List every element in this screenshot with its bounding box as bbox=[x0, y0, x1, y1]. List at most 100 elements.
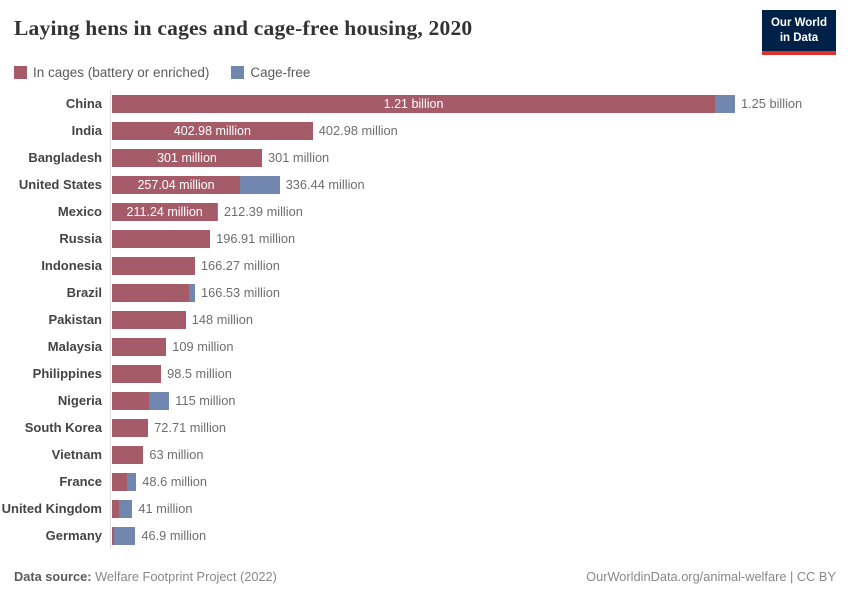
bar-track: 148 million bbox=[110, 306, 850, 333]
bar-total-label: 301 million bbox=[268, 150, 330, 165]
bar-track: 115 million bbox=[110, 387, 850, 414]
legend: In cages (battery or enriched) Cage-free bbox=[14, 65, 310, 80]
country-label[interactable]: Bangladesh bbox=[28, 150, 102, 165]
data-source-value: Welfare Footprint Project (2022) bbox=[91, 569, 277, 584]
cage-free-bar-segment[interactable] bbox=[715, 94, 735, 113]
bar-row: India 402.98 million 402.98 million bbox=[0, 117, 850, 144]
cages-bar-segment[interactable]: 402.98 million bbox=[112, 121, 313, 140]
bar-row: Russia 196.91 million bbox=[0, 225, 850, 252]
bar-row: Bangladesh 301 million 301 million bbox=[0, 144, 850, 171]
country-label[interactable]: Indonesia bbox=[41, 258, 102, 273]
cages-bar-segment[interactable] bbox=[112, 472, 127, 491]
credit-link[interactable]: OurWorldinData.org/animal-welfare | CC B… bbox=[586, 569, 836, 584]
country-label[interactable]: South Korea bbox=[24, 420, 102, 435]
owid-logo-line2: in Data bbox=[779, 31, 819, 44]
bar-total-label: 72.71 million bbox=[154, 420, 227, 435]
owid-logo[interactable]: Our World in Data bbox=[761, 10, 836, 55]
bar-track: 98.5 million bbox=[110, 360, 850, 387]
chart-title: Laying hens in cages and cage-free housi… bbox=[14, 16, 473, 40]
bar-row: Pakistan 148 million bbox=[0, 306, 850, 333]
bar-track: 72.71 million bbox=[110, 414, 850, 441]
bar-track: 301 million 301 million bbox=[110, 144, 850, 171]
cage-free-bar-segment[interactable] bbox=[217, 202, 218, 221]
cages-bar-segment[interactable] bbox=[112, 445, 144, 464]
bar-track: 166.27 million bbox=[110, 252, 850, 279]
bar-value-inside: 257.04 million bbox=[137, 177, 215, 192]
cage-free-bar-segment[interactable] bbox=[118, 499, 133, 518]
cages-bar-segment[interactable] bbox=[112, 499, 119, 518]
bar-total-label: 41 million bbox=[138, 501, 193, 516]
country-label[interactable]: Pakistan bbox=[48, 312, 102, 327]
bar-row: France 48.6 million bbox=[0, 468, 850, 495]
bar-row: Vietnam 63 million bbox=[0, 441, 850, 468]
cages-bar-segment[interactable] bbox=[112, 364, 162, 383]
country-label[interactable]: India bbox=[71, 123, 102, 138]
bar-track: 109 million bbox=[110, 333, 850, 360]
bar-track: 1.21 billion 1.25 billion bbox=[110, 90, 850, 117]
cages-bar-segment[interactable] bbox=[112, 283, 189, 302]
country-label[interactable]: Mexico bbox=[57, 204, 102, 219]
bar-total-label: 1.25 billion bbox=[740, 96, 803, 111]
cages-bar-segment[interactable] bbox=[112, 526, 114, 545]
legend-item-cages[interactable]: In cages (battery or enriched) bbox=[14, 65, 209, 80]
country-label[interactable]: Germany bbox=[45, 528, 102, 543]
bar-row: Nigeria 115 million bbox=[0, 387, 850, 414]
owid-logo-line1: Our World bbox=[770, 17, 827, 29]
bar-total-label: 148 million bbox=[191, 312, 253, 327]
cages-bar-segment[interactable] bbox=[112, 310, 186, 329]
bar-track: 41 million bbox=[110, 495, 850, 522]
bar-total-label: 336.44 million bbox=[285, 177, 365, 192]
bar-chart: China 1.21 billion 1.25 billion India 402.98… bbox=[0, 90, 850, 549]
country-label[interactable]: Philippines bbox=[32, 366, 102, 381]
country-label[interactable]: Nigeria bbox=[57, 393, 102, 408]
cage-free-bar-segment[interactable] bbox=[189, 283, 195, 302]
country-label[interactable]: Brazil bbox=[66, 285, 102, 300]
cages-bar-segment[interactable]: 1.21 billion bbox=[112, 94, 716, 113]
bar-track: 196.91 million bbox=[110, 225, 850, 252]
bar-row: United States 257.04 million 336.44 millio… bbox=[0, 171, 850, 198]
cages-bar-segment[interactable] bbox=[112, 256, 195, 275]
bar-row: Mexico 211.24 million 212.39 million bbox=[0, 198, 850, 225]
country-label[interactable]: United Kingdom bbox=[1, 501, 102, 516]
cage-free-bar-segment[interactable] bbox=[126, 472, 137, 491]
bar-total-label: 166.27 million bbox=[200, 258, 280, 273]
cages-bar-segment[interactable]: 301 million bbox=[112, 148, 262, 167]
cages-bar-segment[interactable] bbox=[112, 391, 149, 410]
cages-bar-segment[interactable]: 257.04 million bbox=[112, 175, 241, 194]
data-source-note: Data source: Welfare Footprint Project (… bbox=[14, 569, 277, 584]
bar-row: Indonesia 166.27 million bbox=[0, 252, 850, 279]
country-label[interactable]: Vietnam bbox=[51, 447, 102, 462]
bar-track: 48.6 million bbox=[110, 468, 850, 495]
bar-total-label: 46.9 million bbox=[141, 528, 207, 543]
cage-free-bar-segment[interactable] bbox=[148, 391, 170, 410]
legend-label-cages: In cages (battery or enriched) bbox=[33, 65, 210, 80]
cage-free-bar-segment[interactable] bbox=[240, 175, 280, 194]
bar-row: Malaysia 109 million bbox=[0, 333, 850, 360]
bar-total-label: 98.5 million bbox=[167, 366, 232, 381]
country-label[interactable]: United States bbox=[18, 177, 102, 192]
bar-total-label: 63 million bbox=[149, 447, 204, 462]
bar-value-inside: 301 million bbox=[157, 150, 217, 165]
bar-row: Germany 46.9 million bbox=[0, 522, 850, 549]
cages-bar-segment[interactable] bbox=[112, 229, 211, 248]
bar-value-inside: 1.21 billion bbox=[383, 96, 444, 111]
country-label[interactable]: Malaysia bbox=[47, 339, 102, 354]
cage-free-bar-segment[interactable] bbox=[114, 526, 136, 545]
country-label[interactable]: Russia bbox=[59, 231, 102, 246]
bar-total-label: 166.53 million bbox=[201, 285, 280, 300]
country-label[interactable]: China bbox=[65, 96, 102, 111]
bar-row: Philippines 98.5 million bbox=[0, 360, 850, 387]
bar-value-inside: 211.24 million bbox=[126, 204, 203, 219]
cages-bar-segment[interactable] bbox=[112, 418, 149, 437]
legend-label-cage-free: Cage-free bbox=[250, 65, 311, 80]
bar-value-inside: 402.98 million bbox=[173, 123, 251, 138]
cages-bar-segment[interactable] bbox=[112, 337, 167, 356]
country-label[interactable]: France bbox=[59, 474, 102, 489]
legend-item-cage-free[interactable]: Cage-free bbox=[231, 65, 310, 80]
bar-track: 211.24 million 212.39 million bbox=[110, 198, 850, 225]
bar-total-label: 402.98 million bbox=[318, 123, 398, 138]
bar-track: 257.04 million 336.44 million bbox=[110, 171, 850, 198]
cages-bar-segment[interactable]: 211.24 million bbox=[112, 202, 218, 221]
bar-track: 402.98 million 402.98 million bbox=[110, 117, 850, 144]
